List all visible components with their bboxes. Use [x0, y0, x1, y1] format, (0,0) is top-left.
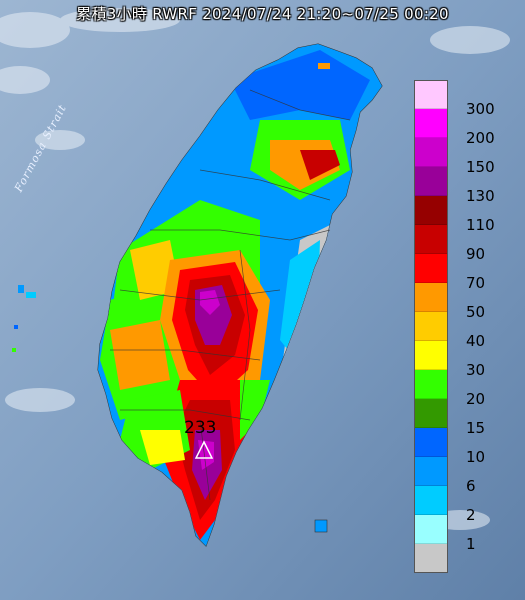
legend-label: 15	[466, 419, 486, 437]
legend-label: 70	[466, 274, 486, 292]
legend-label: 110	[466, 216, 495, 234]
rainfall-legend: 300 200 150 130 110 90 70 50 40 30 20 15 10 6 2 1	[414, 80, 520, 573]
legend-label: 6	[466, 477, 476, 495]
legend-swatch	[414, 225, 448, 254]
max-marker-icon	[194, 440, 214, 459]
offshore-echoes	[12, 63, 330, 533]
legend-label: 130	[466, 187, 495, 205]
map-title: 累積3小時 RWRF 2024/07/24 21:20~07/25 00:20	[76, 5, 449, 23]
legend-label: 40	[466, 332, 486, 350]
legend-label: 90	[466, 245, 486, 263]
legend-swatch	[414, 80, 448, 109]
legend-label: 2	[466, 506, 476, 524]
legend-swatch	[414, 254, 448, 283]
legend-swatch	[414, 138, 448, 167]
legend-label: 30	[466, 361, 486, 379]
legend-label: 150	[466, 158, 495, 176]
legend-swatch	[414, 399, 448, 428]
legend-swatch	[414, 283, 448, 312]
legend-label: 50	[466, 303, 486, 321]
legend-swatch	[414, 428, 448, 457]
county-boundaries	[110, 89, 351, 501]
legend-label: 10	[466, 448, 486, 466]
legend-swatch	[414, 457, 448, 486]
legend-swatch	[414, 109, 448, 138]
legend-label: 200	[466, 129, 495, 147]
legend-swatch	[414, 486, 448, 515]
legend-label: 1	[466, 535, 476, 553]
legend-swatch	[414, 544, 448, 573]
legend-swatch	[414, 312, 448, 341]
legend-swatch	[414, 167, 448, 196]
legend-label: 300	[466, 100, 495, 118]
legend-swatch	[414, 515, 448, 544]
max-rainfall-value: 233	[184, 418, 217, 438]
legend-swatch	[414, 196, 448, 225]
legend-label: 20	[466, 390, 486, 408]
legend-swatch	[414, 370, 448, 399]
legend-swatch	[414, 341, 448, 370]
